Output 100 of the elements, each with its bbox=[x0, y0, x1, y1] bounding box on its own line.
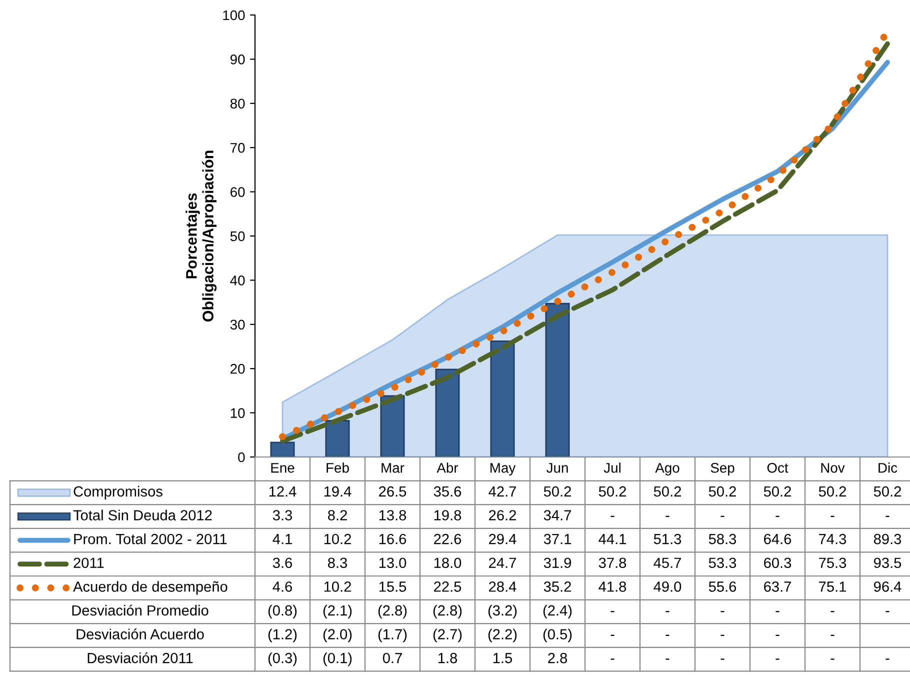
x-tick-label: Jun bbox=[546, 463, 568, 473]
data-label: 37.8 bbox=[598, 558, 626, 568]
y-tick-label: 0 bbox=[238, 452, 245, 462]
data-label: 50.2 bbox=[708, 486, 736, 497]
text: 1.5 bbox=[493, 653, 512, 664]
text: - bbox=[720, 634, 724, 636]
y-tick-label: 90 bbox=[230, 54, 245, 64]
data-label: 26.2 bbox=[489, 510, 516, 520]
text: - bbox=[886, 516, 890, 517]
data-label: 60.3 bbox=[764, 558, 792, 568]
text: (2.0) bbox=[323, 628, 352, 642]
text: (0.5) bbox=[543, 628, 572, 642]
data-label: 4.6 bbox=[272, 581, 292, 592]
x-tick-label: Ago bbox=[655, 463, 680, 476]
data-label: 12.4 bbox=[269, 486, 296, 496]
data-label: 29.4 bbox=[489, 534, 516, 544]
bar bbox=[270, 442, 295, 457]
x-tick-label: Dic bbox=[878, 462, 898, 473]
text: - bbox=[666, 634, 670, 636]
data-label: 22.5 bbox=[434, 581, 462, 592]
text: - bbox=[720, 611, 724, 612]
data-label: 53.3 bbox=[708, 558, 736, 568]
text: - bbox=[830, 658, 834, 660]
text: 1.8 bbox=[438, 652, 458, 664]
data-label: 3.3 bbox=[272, 510, 292, 520]
data-label: 10.2 bbox=[324, 581, 351, 592]
data-label: 50.2 bbox=[874, 486, 901, 497]
y-tick-label: 70 bbox=[230, 142, 245, 153]
y-tick-label: 60 bbox=[230, 187, 245, 197]
data-label: 35.2 bbox=[544, 581, 571, 592]
data-label: 74.3 bbox=[819, 534, 846, 544]
text: - bbox=[610, 611, 614, 612]
data-label: 50.2 bbox=[654, 486, 681, 497]
text: (2.2) bbox=[488, 628, 517, 642]
x-tick-label: Oct bbox=[767, 462, 788, 473]
data-label: 51.3 bbox=[654, 534, 682, 544]
data-label: 35.6 bbox=[434, 486, 462, 497]
text: (2.7) bbox=[433, 628, 462, 642]
text: 2.8 bbox=[548, 652, 568, 664]
y-tick-label: 40 bbox=[230, 276, 245, 286]
data-label: 26.5 bbox=[379, 486, 406, 497]
data-label: 34.7 bbox=[544, 510, 571, 520]
text: - bbox=[610, 634, 614, 636]
data-label: 13.0 bbox=[379, 558, 406, 568]
text: - bbox=[720, 658, 724, 660]
text: (0.1) bbox=[323, 652, 352, 666]
data-label: 93.5 bbox=[874, 558, 902, 568]
text: - bbox=[720, 516, 724, 517]
text: - bbox=[776, 634, 780, 636]
text: - bbox=[610, 516, 614, 517]
text: Desviación 2011 bbox=[88, 652, 193, 664]
x-tick-label: Mar bbox=[382, 463, 404, 473]
y-tick-label: 10 bbox=[230, 408, 245, 418]
text: - bbox=[886, 611, 890, 612]
text: (0.8) bbox=[268, 604, 297, 618]
data-label: 16.6 bbox=[379, 534, 406, 544]
x-tick-label: Nov bbox=[821, 463, 845, 473]
bar bbox=[545, 302, 570, 457]
data-label: 13.8 bbox=[379, 510, 406, 520]
data-label: 44.1 bbox=[598, 534, 626, 544]
data-label: 75.3 bbox=[819, 558, 846, 568]
text: - bbox=[666, 658, 670, 660]
text: (2.8) bbox=[378, 604, 407, 618]
data-label: 24.7 bbox=[489, 558, 516, 568]
y-tick-label: 50 bbox=[230, 231, 245, 242]
y-axis-title: Porcentajes Obligacion/Apropiación bbox=[186, 150, 217, 322]
data-label: 75.1 bbox=[819, 582, 846, 592]
bar bbox=[380, 395, 405, 457]
bar bbox=[435, 368, 460, 457]
text: (2.4) bbox=[543, 604, 572, 618]
text: - bbox=[776, 611, 780, 612]
data-label: 89.3 bbox=[874, 534, 902, 544]
data-label: 50.2 bbox=[544, 486, 571, 497]
text: - bbox=[830, 516, 834, 517]
data-label: 3.6 bbox=[272, 558, 292, 568]
y-tick-label: 80 bbox=[230, 98, 245, 109]
text: - bbox=[776, 516, 780, 517]
text: - bbox=[830, 611, 834, 612]
y-tick-label: 30 bbox=[230, 320, 245, 330]
data-label: 4.1 bbox=[272, 534, 292, 544]
data-label: 55.6 bbox=[708, 581, 736, 592]
data-label: 58.3 bbox=[708, 534, 736, 544]
legend-label: Acuerdo de desempeño bbox=[73, 581, 228, 595]
data-label: 64.6 bbox=[764, 534, 792, 544]
x-tick-label: Sep bbox=[710, 462, 734, 476]
data-label: 19.4 bbox=[324, 486, 352, 497]
data-label: 50.2 bbox=[818, 486, 846, 497]
y-tick-label: 100 bbox=[223, 10, 245, 20]
text: (1.2) bbox=[268, 628, 297, 642]
legend-label: 2011 bbox=[74, 558, 104, 568]
data-label: 96.4 bbox=[874, 581, 902, 592]
text: Desviación Acuerdo bbox=[76, 628, 204, 640]
text: (2.1) bbox=[323, 604, 352, 618]
text: - bbox=[830, 634, 834, 636]
legend-label: Total Sin Deuda 2012 bbox=[73, 510, 212, 520]
x-tick-label: Ene bbox=[271, 463, 294, 473]
text: (3.2) bbox=[488, 604, 517, 618]
x-tick-label: May bbox=[490, 463, 516, 476]
data-label: 45.7 bbox=[654, 558, 681, 568]
data-label: 41.8 bbox=[598, 581, 626, 592]
